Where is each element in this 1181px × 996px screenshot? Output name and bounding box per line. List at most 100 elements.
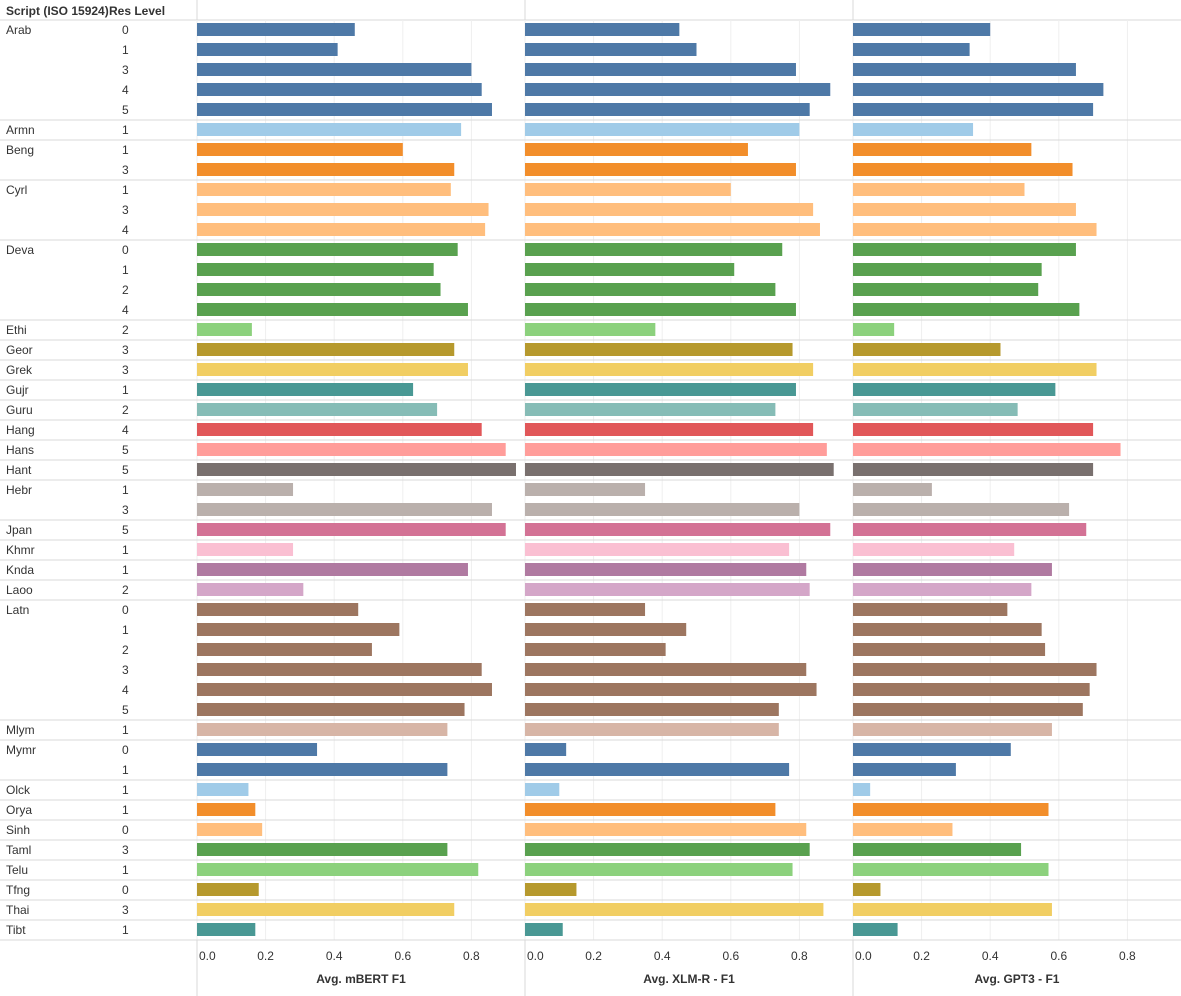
bar-arab-3-gpt3: [853, 63, 1076, 76]
bar-cyrl-1-gpt3: [853, 183, 1025, 196]
x-tick-label: 0.4: [326, 949, 343, 963]
res-level-label: 1: [122, 43, 129, 57]
bar-mlym-1-gpt3: [853, 723, 1052, 736]
script-label: Telu: [6, 863, 28, 877]
res-level-label: 1: [122, 263, 129, 277]
bar-arab-4-gpt3: [853, 83, 1104, 96]
bar-latn-4-xlm-r: [525, 683, 817, 696]
script-label: Deva: [6, 243, 34, 257]
x-tick-label: 0.2: [585, 949, 602, 963]
res-level-label: 1: [122, 923, 129, 937]
bar-ethi-2-xlm-r: [525, 323, 656, 336]
bar-mymr-0-xlm-r: [525, 743, 567, 756]
bar-khmr-1-gpt3: [853, 543, 1015, 556]
res-level-label: 0: [122, 743, 129, 757]
bar-beng-3-xlm-r: [525, 163, 796, 176]
res-level-label: 5: [122, 443, 129, 457]
res-level-label: 3: [122, 903, 129, 917]
bar-cyrl-3-gpt3: [853, 203, 1076, 216]
res-level-label: 1: [122, 483, 129, 497]
bar-arab-5-mbert: [197, 103, 492, 116]
bar-beng-1-mbert: [197, 143, 403, 156]
bar-geor-3-gpt3: [853, 343, 1001, 356]
bar-hans-5-gpt3: [853, 443, 1121, 456]
script-label: Mlym: [6, 723, 35, 737]
bar-latn-4-gpt3: [853, 683, 1090, 696]
bar-hebr-3-gpt3: [853, 503, 1070, 516]
bar-mymr-0-mbert: [197, 743, 318, 756]
bar-taml-3-mbert: [197, 843, 448, 856]
bar-latn-2-xlm-r: [525, 643, 666, 656]
bar-grek-3-xlm-r: [525, 363, 814, 376]
bar-cyrl-4-gpt3: [853, 223, 1097, 236]
res-level-label: 1: [122, 143, 129, 157]
bar-cyrl-1-mbert: [197, 183, 451, 196]
bar-knda-1-gpt3: [853, 563, 1052, 576]
script-label: Latn: [6, 603, 29, 617]
x-tick-label: 0.2: [257, 949, 274, 963]
bar-arab-1-mbert: [197, 43, 338, 56]
script-label: Olck: [6, 783, 31, 797]
res-level-label: 5: [122, 463, 129, 477]
script-label: Jpan: [6, 523, 32, 537]
bar-latn-0-gpt3: [853, 603, 1008, 616]
script-label: Armn: [6, 123, 35, 137]
res-level-label: 1: [122, 123, 129, 137]
res-level-label: 2: [122, 323, 129, 337]
script-label: Mymr: [6, 743, 36, 757]
res-level-label: 1: [122, 383, 129, 397]
bar-hebr-1-gpt3: [853, 483, 932, 496]
script-label: Gujr: [6, 383, 29, 397]
bar-thai-3-gpt3: [853, 903, 1052, 916]
bar-armn-1-gpt3: [853, 123, 974, 136]
bar-arab-5-xlm-r: [525, 103, 810, 116]
bar-arab-0-xlm-r: [525, 23, 680, 36]
bar-orya-1-xlm-r: [525, 803, 776, 816]
res-level-label: 1: [122, 863, 129, 877]
bar-olck-1-xlm-r: [525, 783, 560, 796]
res-level-label: 1: [122, 543, 129, 557]
res-level-label: 4: [122, 303, 129, 317]
bar-mymr-1-gpt3: [853, 763, 956, 776]
bar-tfng-0-gpt3: [853, 883, 881, 896]
bar-cyrl-1-xlm-r: [525, 183, 731, 196]
bar-latn-5-mbert: [197, 703, 465, 716]
bar-jpan-5-xlm-r: [525, 523, 831, 536]
x-tick-label: 0.6: [394, 949, 411, 963]
bar-mlym-1-xlm-r: [525, 723, 779, 736]
bar-deva-2-gpt3: [853, 283, 1039, 296]
script-label: Hang: [6, 423, 35, 437]
bar-hebr-3-xlm-r: [525, 503, 800, 516]
x-tick-label: 0.0: [855, 949, 872, 963]
header-res-level: Res Level: [109, 4, 165, 18]
bar-guru-2-xlm-r: [525, 403, 776, 416]
bar-latn-1-gpt3: [853, 623, 1042, 636]
res-level-label: 5: [122, 703, 129, 717]
script-label: Arab: [6, 23, 32, 37]
bar-armn-1-xlm-r: [525, 123, 800, 136]
res-level-label: 3: [122, 363, 129, 377]
bar-latn-5-xlm-r: [525, 703, 779, 716]
bar-grek-3-mbert: [197, 363, 468, 376]
res-level-label: 0: [122, 243, 129, 257]
bar-orya-1-gpt3: [853, 803, 1049, 816]
bar-arab-1-xlm-r: [525, 43, 697, 56]
bar-tfng-0-mbert: [197, 883, 259, 896]
bar-cyrl-3-xlm-r: [525, 203, 814, 216]
bar-laoo-2-xlm-r: [525, 583, 810, 596]
x-tick-label: 0.2: [913, 949, 930, 963]
x-tick-label: 0.0: [199, 949, 216, 963]
bar-arab-0-mbert: [197, 23, 355, 36]
script-label: Tibt: [6, 923, 26, 937]
res-level-label: 1: [122, 623, 129, 637]
bar-latn-2-mbert: [197, 643, 372, 656]
res-level-label: 3: [122, 503, 129, 517]
bar-arab-0-gpt3: [853, 23, 991, 36]
bar-laoo-2-gpt3: [853, 583, 1032, 596]
res-level-label: 3: [122, 843, 129, 857]
bar-ethi-2-gpt3: [853, 323, 895, 336]
res-level-label: 4: [122, 83, 129, 97]
res-level-label: 1: [122, 803, 129, 817]
bar-mymr-0-gpt3: [853, 743, 1011, 756]
